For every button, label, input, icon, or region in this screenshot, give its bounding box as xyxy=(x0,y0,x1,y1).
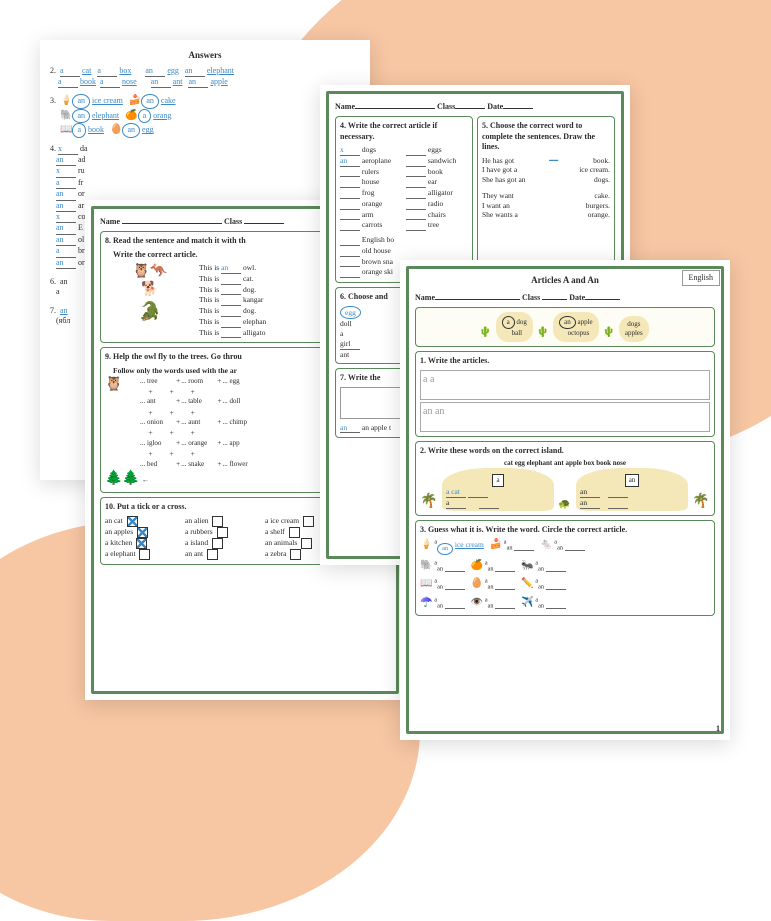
match-line: I have got aice cream. xyxy=(482,165,610,175)
article-item: frog xyxy=(340,188,402,199)
page-number: 1 xyxy=(716,724,720,734)
match-line: I want anburgers. xyxy=(482,201,610,211)
answers-row3: 3. 🍦an ice cream 🍰an cake 🐘an elephant 🍊… xyxy=(50,94,360,137)
article-item: alligator xyxy=(406,188,468,199)
english-badge: English xyxy=(682,270,720,286)
article-item: rulers xyxy=(340,167,402,178)
article-item: ear xyxy=(406,177,468,188)
tick-item: an alien xyxy=(185,516,265,527)
article-item: orange xyxy=(340,199,402,210)
tick-item: a kitchen xyxy=(105,538,185,549)
tick-item: a island xyxy=(185,538,265,549)
article-item: radio xyxy=(406,199,468,210)
section-2: 2. Write these words on the correct isla… xyxy=(415,441,715,516)
name-line: Name Class Date xyxy=(415,291,715,303)
article-item: eggs xyxy=(406,145,468,156)
tick-item: an apples xyxy=(105,527,185,538)
answers-title: Answers xyxy=(50,50,360,62)
tick-item: an cat xyxy=(105,516,185,527)
page-front: English Articles A and An Name Class Dat… xyxy=(400,260,730,740)
match-line: She wants aorange. xyxy=(482,210,610,220)
article-item: carrots xyxy=(340,220,402,231)
article-item: chairs xyxy=(406,210,468,221)
article-item: house xyxy=(340,177,402,188)
tick-item: a elephant xyxy=(105,549,185,560)
tick-item: a rubbers xyxy=(185,527,265,538)
article-item: x dogs xyxy=(340,145,402,156)
match-line: He has got━━book. xyxy=(482,156,610,166)
section-5: 5. Choose the correct word to complete t… xyxy=(477,116,615,283)
article-item: book xyxy=(406,167,468,178)
answers-row2: 2. a cat a box an egg an elephant a book… xyxy=(50,66,360,89)
name-line: Name Class Date xyxy=(335,100,615,112)
article-item: an aeroplane xyxy=(340,156,402,167)
section-1: 1. Write the articles. a a an an xyxy=(415,351,715,436)
front-title: Articles A and An xyxy=(415,275,715,287)
match-line: She has got andogs. xyxy=(482,175,610,185)
section-4: 4. Write the correct article if necessar… xyxy=(335,116,473,283)
tick-item: an ant xyxy=(185,549,265,560)
section-3: 3. Guess what it is. Write the word. Cir… xyxy=(415,520,715,616)
article-item: sandwich xyxy=(406,156,468,167)
match-line: They wantcake. xyxy=(482,191,610,201)
article-item: tree xyxy=(406,220,468,231)
clouds-section: 🌵 a dog ball 🌵 an apple octopus 🌵 dogsap… xyxy=(415,307,715,347)
article-item: arm xyxy=(340,210,402,221)
